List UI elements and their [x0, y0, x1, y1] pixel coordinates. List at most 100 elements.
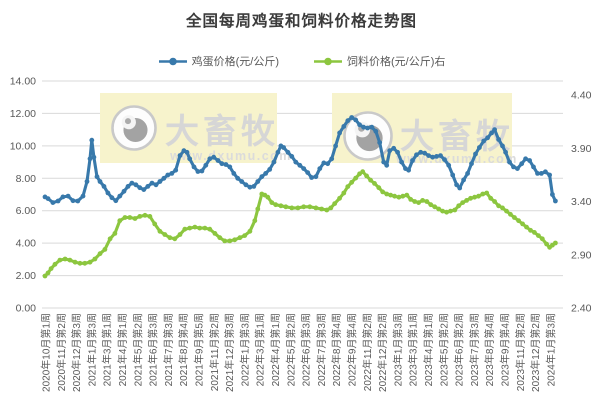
x-axis-tick-label: 2022年9月第4周	[346, 313, 359, 386]
feed-price-point	[372, 181, 377, 186]
egg-price-point	[321, 160, 327, 166]
egg-price-point	[519, 161, 525, 167]
feed-price-point	[412, 199, 418, 204]
watermark-site-text: www.dxumu.com	[395, 152, 518, 166]
egg-price-point	[199, 168, 205, 174]
feed-price-point	[337, 195, 342, 201]
feed-price-point	[420, 198, 425, 203]
left-axis-tick-label: 2.00	[16, 270, 37, 282]
right-axis-tick-label: 4.40	[571, 90, 592, 102]
feed-price-point	[349, 179, 355, 185]
feed-price-point	[404, 192, 410, 198]
egg-price-point	[94, 174, 100, 180]
egg-price-point	[422, 150, 428, 156]
egg-price-point	[317, 166, 323, 172]
egg-price-point	[289, 154, 295, 159]
egg-price-point	[369, 124, 375, 130]
egg-price-point	[235, 175, 241, 181]
egg-price-point	[349, 115, 355, 120]
egg-price-point	[438, 153, 443, 159]
egg-price-point	[553, 198, 558, 204]
egg-price-point	[373, 128, 379, 134]
feed-price-point	[380, 189, 386, 195]
egg-price-point	[169, 171, 175, 176]
feed-price-point	[252, 218, 258, 224]
egg-price-point	[325, 161, 331, 167]
feed-price-point	[436, 206, 442, 212]
feed-price-point	[107, 236, 113, 242]
egg-price-point	[219, 161, 225, 167]
egg-price-point	[461, 177, 466, 183]
feed-price-point	[92, 256, 98, 262]
x-axis-tick-label: 2022年12月第2周	[376, 313, 389, 392]
x-axis-tick-label: 2021年5月第2周	[131, 313, 144, 386]
feed-price-point	[313, 205, 319, 211]
x-axis-tick-label: 2022年7月第3周	[315, 313, 328, 386]
feed-price-point	[147, 214, 153, 219]
x-axis-tick-label: 2024年1月第3周	[544, 313, 557, 386]
feed-price-point	[132, 216, 138, 221]
egg-price-point	[454, 182, 459, 188]
egg-price-point	[485, 135, 490, 141]
x-axis-tick-label: 2021年12月第3周	[223, 313, 236, 392]
feed-price-point	[392, 193, 397, 199]
egg-price-point	[275, 149, 281, 155]
right-axis-tick-label: 2.90	[571, 249, 592, 261]
feed-price-point	[341, 190, 347, 196]
feed-price-point	[353, 175, 359, 181]
feed-price-point	[207, 226, 213, 232]
legend-item-feed-price[interactable]: 饲料价格(元/公斤)右	[313, 53, 445, 69]
egg-price-point	[473, 151, 478, 157]
egg-price-point	[187, 156, 193, 162]
egg-price-point	[45, 196, 51, 202]
egg-price-point	[539, 171, 544, 176]
feed-price-point	[117, 218, 123, 224]
x-axis-tick-label: 2021年9月第5周	[193, 313, 206, 386]
egg-price-point	[523, 156, 528, 162]
egg-price-point	[231, 171, 237, 176]
feed-price-point	[528, 227, 533, 233]
feed-price-point	[278, 203, 284, 209]
feed-price-point	[127, 215, 133, 220]
x-axis-tick-label: 2023年9月第4周	[499, 313, 512, 386]
egg-price-point	[145, 184, 151, 189]
feed-price-point	[177, 232, 183, 237]
feed-price-point	[87, 259, 93, 265]
egg-price-point	[137, 185, 143, 191]
x-axis-tick-label: 2023年4月第1周	[422, 313, 435, 386]
feed-price-point	[255, 206, 261, 212]
x-axis-tick-label: 2021年3月第1周	[101, 313, 114, 386]
egg-price-point	[293, 159, 299, 165]
egg-price-point	[297, 162, 303, 168]
egg-price-point	[305, 170, 311, 176]
egg-price-point	[75, 198, 81, 204]
feed-price-point	[289, 205, 295, 211]
legend-label-feed-price: 饲料价格(元/公斤)右	[347, 56, 446, 68]
feed-price-point	[532, 230, 537, 235]
egg-price-point	[399, 159, 404, 165]
feed-price-point	[62, 256, 68, 262]
feed-price-point	[456, 203, 462, 209]
egg-price-point	[395, 149, 400, 155]
egg-price-point	[105, 190, 111, 196]
legend-item-egg-price[interactable]: 鸡蛋价格(元/公斤)	[158, 53, 279, 69]
x-axis-tick-label: 2021年4月第1周	[116, 313, 129, 386]
x-axis-tick-label: 2021年6月第3周	[147, 313, 160, 386]
egg-price-point	[492, 127, 497, 132]
egg-price-point	[337, 130, 342, 136]
feed-price-point	[500, 205, 505, 211]
right-axis-tick-label: 3.90	[571, 143, 592, 155]
feed-price-point	[57, 257, 63, 263]
egg-price-point	[353, 117, 359, 123]
legend-label-egg-price: 鸡蛋价格(元/公斤)	[191, 56, 279, 68]
left-axis-tick-label: 14.00	[10, 76, 36, 88]
x-axis-tick-label: 2021年11月第2周	[208, 313, 221, 391]
feed-price-point	[472, 194, 477, 200]
egg-price-point	[543, 169, 548, 175]
egg-price-point	[184, 149, 190, 155]
egg-price-point	[195, 169, 201, 174]
feed-price-point	[152, 221, 158, 227]
feed-price-point	[448, 208, 453, 214]
x-axis-tick-label: 2022年5月第2周	[284, 313, 297, 386]
feed-price-line	[43, 170, 557, 278]
